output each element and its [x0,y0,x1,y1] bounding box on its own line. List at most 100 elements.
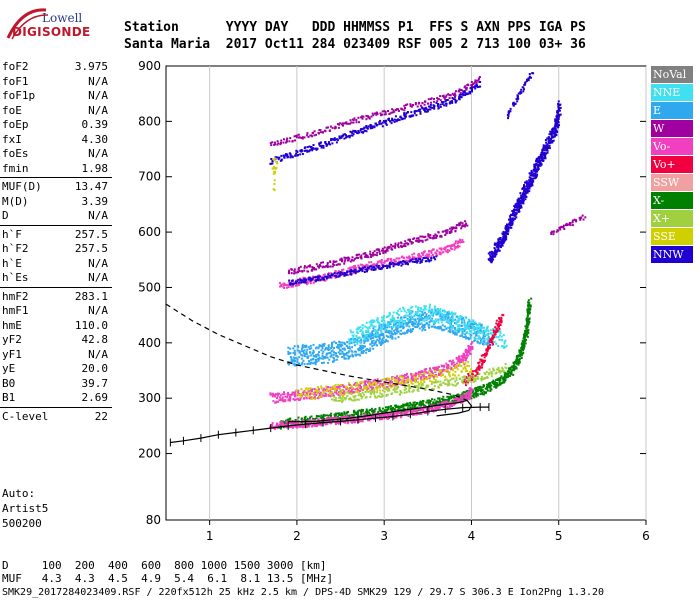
echo-point [394,263,396,266]
echo-point [406,402,409,405]
echo-point [333,395,336,398]
echo-point [435,236,438,239]
echo-point [341,400,343,403]
echo-point [442,230,445,233]
param-value: 3.975 [74,60,108,73]
echo-point [377,335,380,338]
echo-point [299,426,302,428]
echo-point [450,368,453,371]
echo-point [421,240,424,243]
echo-point [386,340,389,343]
echo-point [380,262,383,265]
echo-point [393,329,396,332]
echo-point [387,382,389,385]
echo-point [402,326,405,329]
echo-point [359,393,361,396]
echo-point [461,324,463,327]
echo-point [300,393,302,396]
echo-point [466,354,469,357]
echo-point [466,396,469,399]
echo-point [306,394,309,397]
echo-point [434,378,437,381]
echo-point [327,417,330,420]
echo-point [392,384,394,387]
echo-point [464,354,467,357]
echo-point [419,261,422,264]
echo-point [421,407,424,410]
echo-point [331,391,334,394]
echo-point [372,418,375,421]
echo-point [396,328,399,331]
echo-point [498,318,501,321]
param-name: B1 [2,391,16,404]
echo-point [408,390,411,393]
echo-point [469,378,471,381]
echo-point [417,307,420,310]
echo-point [445,313,448,316]
echo-point [477,324,480,327]
echo-point [337,343,339,346]
echo-point [381,247,384,250]
echo-point [429,380,432,382]
echo-point [314,389,317,392]
echo-point [376,318,379,321]
echo-point [441,318,444,321]
echo-point [400,242,403,245]
echo-point [400,325,403,328]
echo-point [425,256,428,259]
echo-point [414,404,416,407]
echo-point [382,265,385,268]
echo-point [354,394,357,397]
echo-point [387,321,390,324]
echo-point [307,346,310,349]
echo-point [408,325,411,328]
echo-point [344,353,347,356]
echo-point [396,319,399,322]
echo-point [376,329,379,332]
echo-point [402,404,405,407]
echo-point [474,322,477,325]
echo-point [486,386,489,389]
echo-point [498,382,501,385]
echo-point [442,395,445,398]
echo-point [376,381,379,384]
echo-point [400,246,403,248]
echo-point [437,374,440,376]
echo-point [439,380,442,383]
echo-point [370,265,373,268]
echo-band [487,100,562,264]
echo-point [384,387,387,390]
echo-point [316,424,318,426]
echo-point [428,326,430,329]
echo-point [387,323,390,326]
echo-point [388,413,391,416]
echo-point [444,383,447,385]
echo-point [342,386,345,389]
echo-point [449,331,452,333]
echo-point [354,272,357,275]
echo-point [420,321,423,324]
echo-point [472,329,475,331]
echo-point [366,268,369,271]
echo-band [278,238,465,289]
echo-point [335,389,338,392]
echo-point [279,394,282,397]
echo-point [387,257,390,260]
echo-point [369,389,372,392]
echo-point [440,248,443,251]
echo-point [300,350,303,353]
echo-point [426,257,429,260]
echo-point [425,409,428,412]
echo-point [359,384,361,387]
echo-point [385,388,388,391]
echo-point [451,405,454,407]
echo-point [498,327,501,330]
echo-point [420,308,423,311]
echo-point [359,269,362,271]
echo-point [400,329,403,332]
echo-point [350,392,353,395]
echo-point [397,330,400,333]
echo-point [403,408,406,411]
echo-point [518,349,521,352]
echo-point [467,395,470,398]
